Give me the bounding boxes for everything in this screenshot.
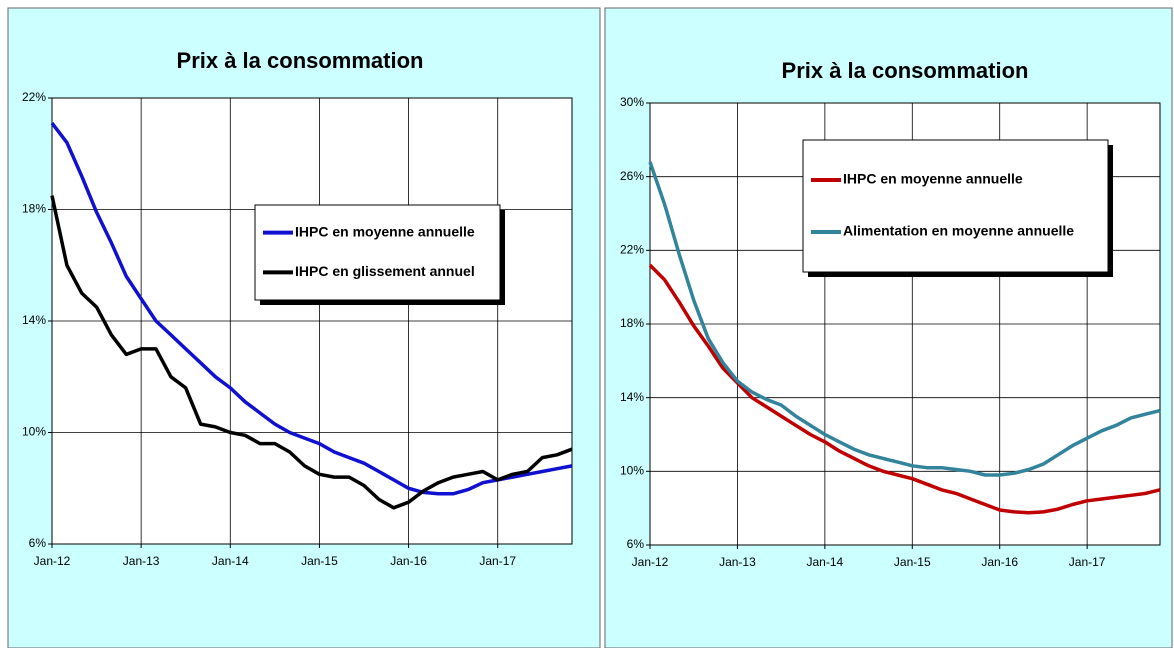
y-tick-label: 30% (620, 95, 644, 109)
y-tick-label: 22% (22, 90, 46, 104)
series-line (50, 122, 573, 496)
y-tick-label: 18% (22, 202, 46, 216)
y-tick-label: 6% (627, 537, 645, 551)
x-tick-label: Jan-17 (1069, 555, 1106, 569)
y-tick-label: 10% (22, 425, 46, 439)
y-tick-label: 22% (620, 243, 644, 257)
y-tick-label: 26% (620, 169, 644, 183)
chart-title: Prix à la consommation (782, 58, 1029, 83)
series-line (648, 161, 1161, 477)
x-tick-label: Jan-13 (719, 555, 756, 569)
chart-title: Prix à la consommation (177, 48, 424, 73)
x-tick-label: Jan-15 (894, 555, 931, 569)
y-tick-label: 14% (22, 313, 46, 327)
x-tick-label: Jan-14 (807, 555, 844, 569)
x-tick-label: Jan-13 (123, 554, 160, 568)
x-tick-label: Jan-16 (981, 555, 1018, 569)
y-tick-label: 10% (620, 464, 644, 478)
series-line (50, 195, 573, 510)
x-tick-label: Jan-12 (34, 554, 71, 568)
x-tick-label: Jan-14 (212, 554, 249, 568)
x-tick-label: Jan-16 (390, 554, 427, 568)
x-tick-label: Jan-17 (479, 554, 516, 568)
legend-label: IHPC en glissement annuel (295, 263, 475, 279)
y-tick-label: 6% (29, 536, 47, 550)
legend-label: IHPC en moyenne annuelle (295, 223, 475, 239)
legend-label: Alimentation en moyenne annuelle (843, 223, 1074, 239)
x-tick-label: Jan-12 (632, 555, 669, 569)
legend (802, 139, 1109, 273)
legend (254, 204, 501, 301)
y-tick-label: 18% (620, 316, 644, 330)
y-tick-label: 14% (620, 390, 644, 404)
legend-label: IHPC en moyenne annuelle (843, 171, 1023, 187)
x-tick-label: Jan-15 (301, 554, 338, 568)
